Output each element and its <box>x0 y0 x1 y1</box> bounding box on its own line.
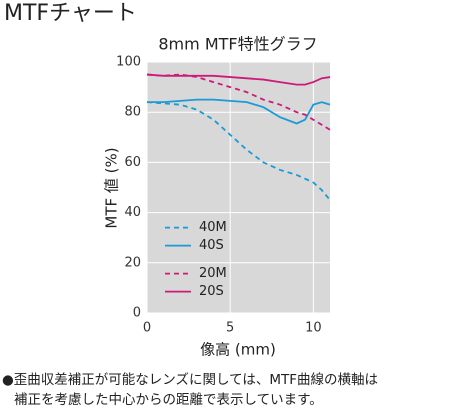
series-line <box>147 98 331 125</box>
footnote-line: 補正を考慮した中心からの距離で表示しています。 <box>14 392 323 408</box>
y-axis-label: MTF 値 (%) <box>103 147 121 228</box>
x-tick-label: 5 <box>226 321 234 336</box>
footnote-line: ●歪曲収差補正が可能なレンズに関しては、MTF曲線の横軸は <box>2 372 378 388</box>
y-tick-label: 0 <box>133 306 141 321</box>
plot-area <box>147 62 330 313</box>
x-axis-label: 像高 (mm) <box>200 341 276 359</box>
x-tick-label: 10 <box>305 321 322 336</box>
y-tick-label: 60 <box>124 155 141 170</box>
legend-label: 20S <box>199 284 224 299</box>
legend-label: 40M <box>199 220 227 235</box>
y-tick-label: 20 <box>124 255 141 270</box>
legend-label: 40S <box>199 238 224 253</box>
series-line <box>146 101 331 201</box>
chart-title: 8mm MTF特性グラフ <box>158 35 317 54</box>
y-tick-label: 40 <box>124 205 141 220</box>
x-tick-label: 0 <box>143 321 151 336</box>
y-tick-label: 80 <box>124 105 141 120</box>
page-title: MTFチャート <box>4 1 137 26</box>
legend-label: 20M <box>199 266 227 281</box>
series-line <box>146 73 331 86</box>
y-tick-label: 100 <box>116 55 141 70</box>
